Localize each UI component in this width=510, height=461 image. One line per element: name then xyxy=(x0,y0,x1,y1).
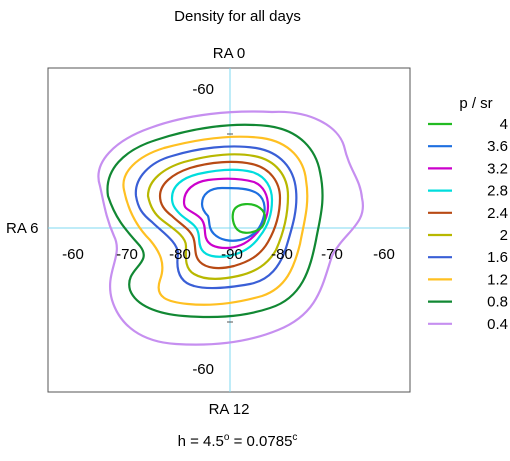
x-tick-label: -70 xyxy=(321,246,343,263)
contour-2 xyxy=(146,153,290,280)
left-axis-label: RA 6 xyxy=(6,220,39,237)
x-tick-label: -70 xyxy=(116,246,138,263)
footer-degree-symbol: o xyxy=(223,432,230,443)
legend-label-4: 4 xyxy=(500,116,508,133)
legend-label-2: 2 xyxy=(500,227,508,244)
plot-frame xyxy=(47,67,411,393)
legend-label-3.2: 3.2 xyxy=(487,160,508,177)
x-tick-label: -90 xyxy=(221,246,243,263)
contour-0.4 xyxy=(97,110,365,346)
contour-1.6 xyxy=(134,145,298,290)
x-tick-label: -80 xyxy=(169,246,191,263)
contour-0.8 xyxy=(106,123,324,319)
chart-title: Density for all days xyxy=(174,8,301,25)
legend-label-0.8: 0.8 xyxy=(487,294,508,311)
legend-label-1.2: 1.2 xyxy=(487,271,508,288)
footer-radian-symbol: c xyxy=(292,432,298,443)
legend-title: p / sr xyxy=(459,95,492,112)
legend-label-1.6: 1.6 xyxy=(487,249,508,266)
y-tick-label: -60 xyxy=(192,361,214,378)
contour-2.4 xyxy=(158,160,282,270)
chart-footer: h = 4.5o = 0.0785c xyxy=(0,432,475,450)
contour-4 xyxy=(231,203,267,234)
bottom-axis-label: RA 12 xyxy=(209,401,250,418)
x-tick-label: -60 xyxy=(62,246,84,263)
footer-h-value: h = 4.5 xyxy=(177,433,224,450)
legend-label-2.4: 2.4 xyxy=(487,205,508,222)
legend-label-2.8: 2.8 xyxy=(487,183,508,200)
y-tick-label: -60 xyxy=(192,81,214,98)
top-axis-label: RA 0 xyxy=(213,45,246,62)
contour-3.6 xyxy=(200,186,266,242)
x-tick-label: -80 xyxy=(271,246,293,263)
contour-1.2 xyxy=(122,135,309,306)
footer-radian-value: = 0.0785 xyxy=(229,433,293,450)
legend-label-3.6: 3.6 xyxy=(487,138,508,155)
contour-2.8 xyxy=(170,168,274,258)
legend-label-0.4: 0.4 xyxy=(487,316,508,333)
legend: p / sr 4 3.6 3.2 2.8 2.4 2 1.6 1.2 0.8 0.4 xyxy=(428,95,508,333)
x-tick-label: -60 xyxy=(373,246,395,263)
contour-3.2 xyxy=(182,177,270,250)
